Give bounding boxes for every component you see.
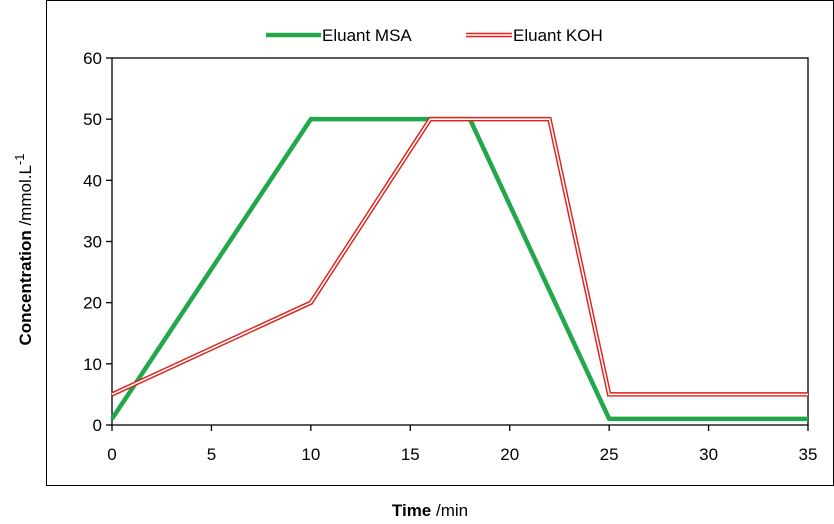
y-axis-title-unit: /mmol.L [16,165,35,230]
x-axis-title: Time /min [392,501,468,520]
legend-label: Eluant KOH [513,26,603,45]
y-tick-label: 50 [83,110,102,129]
y-tick-label: 60 [83,49,102,68]
y-tick-label: 30 [83,233,102,252]
x-tick-label: 35 [799,445,818,464]
legend: Eluant MSA Eluant KOH [266,26,603,45]
x-tick-label: 15 [401,445,420,464]
x-tick-label: 25 [600,445,619,464]
series-eluant-koh-line-inner [111,118,808,396]
y-axis-title-superscript: -1 [12,154,27,166]
y-axis: 0 10 20 30 40 50 60 [83,49,112,435]
y-tick-label: 20 [83,294,102,313]
y-axis-title-bold: Concentration [16,230,35,345]
x-tick-label: 5 [207,445,216,464]
y-tick-label: 0 [93,416,102,435]
x-tick-label: 30 [699,445,718,464]
y-axis-title: Concentration /mmol.L-1 [12,154,36,346]
legend-item: Eluant KOH [466,26,603,45]
x-tick-label: 10 [301,445,320,464]
x-axis-title-unit: /min [431,501,468,520]
legend-item: Eluant MSA [266,26,412,45]
chart-frame [46,0,834,486]
y-tick-label: 40 [83,171,102,190]
series-layer [110,116,808,422]
y-tick-label: 10 [83,355,102,374]
x-axis-title-bold: Time [392,501,431,520]
x-tick-label: 0 [107,445,116,464]
legend-label: Eluant MSA [322,26,412,45]
x-axis: 0 5 10 15 20 25 30 35 [107,425,817,464]
x-tick-label: 20 [500,445,519,464]
